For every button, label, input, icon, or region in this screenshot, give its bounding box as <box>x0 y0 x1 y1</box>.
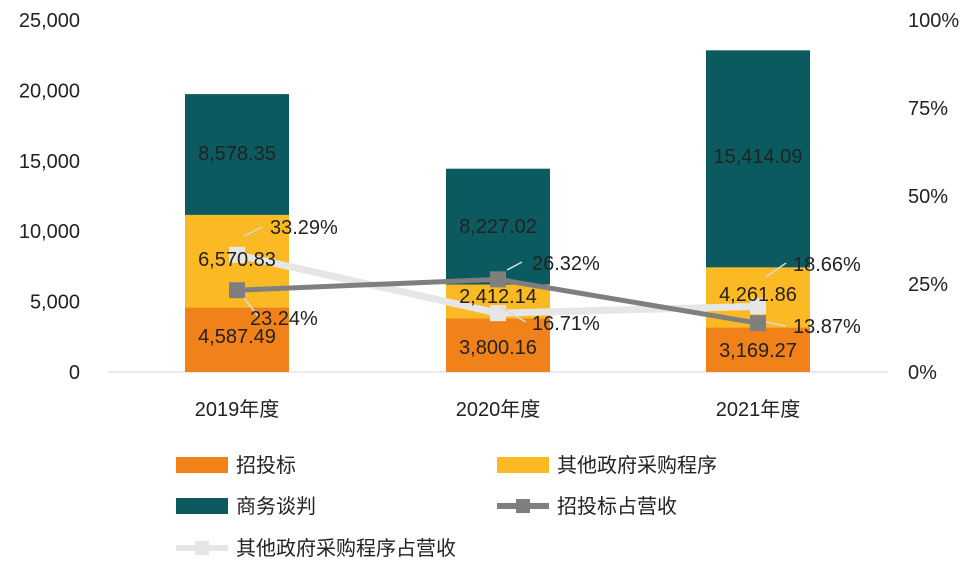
line-marker <box>490 271 506 288</box>
line-data-label: 23.24% <box>250 308 318 330</box>
leader-line <box>499 306 527 323</box>
bar-data-label: 3,800.16 <box>459 337 537 359</box>
legend-swatch <box>497 457 549 473</box>
legend-label: 招投标占营收 <box>557 495 677 518</box>
bar-segment <box>446 168 550 285</box>
x-category-label: 2021年度 <box>716 398 801 421</box>
line-marker <box>750 298 766 315</box>
legend-label: 招投标 <box>236 454 296 477</box>
leader-line <box>765 262 787 278</box>
y-right-tick-label: 25% <box>908 274 948 296</box>
bar-segment <box>446 318 550 372</box>
leader-line <box>243 226 263 237</box>
line-data-label: 33.29% <box>270 217 338 239</box>
leader-line <box>765 321 787 327</box>
bar-data-label: 15,414.09 <box>714 146 803 168</box>
bar-data-label: 8,578.35 <box>198 143 276 165</box>
legend-marker <box>195 541 209 555</box>
bar-segment <box>185 307 289 372</box>
legend-marker <box>516 499 530 513</box>
legend-label: 商务谈判 <box>236 495 316 518</box>
line-data-label: 26.32% <box>532 253 600 275</box>
line-data-label: 16.71% <box>532 313 600 335</box>
data-labels: 4,587.49 3,800.16 3,169.27 6,570.83 2,412.14… <box>198 143 861 362</box>
y-right-tick-label: 75% <box>908 98 948 120</box>
leader-line <box>506 261 523 271</box>
legend-item: 商务谈判 <box>176 495 316 518</box>
bar-data-label: 4,261.86 <box>719 284 797 306</box>
line-data-label: 13.87% <box>793 316 861 338</box>
y-right-tick-label: 50% <box>908 186 948 208</box>
legend-label: 其他政府采购程序占营收 <box>236 537 456 560</box>
y-left-tick-label: 25,000 <box>19 10 80 32</box>
bar-segment <box>706 327 810 372</box>
y-left-tick-label: 0 <box>69 362 80 384</box>
bar-data-label: 4,587.49 <box>198 326 276 348</box>
bar-data-label: 3,169.27 <box>719 340 797 362</box>
legend-item: 招投标 <box>176 454 296 477</box>
legend-swatch <box>176 498 228 514</box>
line-data-label: 18.66% <box>793 254 861 276</box>
bar-data-label: 8,227.02 <box>459 216 537 238</box>
line-marker <box>750 315 766 332</box>
lines <box>229 246 766 332</box>
legend-swatch <box>176 457 228 473</box>
bar-segment <box>185 94 289 215</box>
legend-item: 其他政府采购程序 <box>497 454 717 477</box>
bar-data-label: 6,570.83 <box>198 249 276 271</box>
line-marker <box>490 305 506 322</box>
line-marker <box>229 282 245 299</box>
y-left-tick-label: 20,000 <box>19 80 80 102</box>
legend-item: 招投标占营收 <box>497 495 677 518</box>
bar-data-label: 2,412.14 <box>459 286 537 308</box>
y-left-tick-label: 5,000 <box>30 292 80 314</box>
legend-label: 其他政府采购程序 <box>557 454 717 477</box>
y-right-tick-label: 100% <box>908 10 959 32</box>
legend-item: 其他政府采购程序占营收 <box>176 537 456 560</box>
leader-line <box>243 297 259 317</box>
y-left-tick-label: 15,000 <box>19 151 80 173</box>
x-category-label: 2019年度 <box>195 398 280 421</box>
y-right-tick-label: 0% <box>908 362 937 384</box>
bar-segment <box>706 50 810 268</box>
line-marker <box>229 246 245 263</box>
y-left-tick-label: 10,000 <box>19 221 80 243</box>
x-category-label: 2020年度 <box>456 398 541 421</box>
